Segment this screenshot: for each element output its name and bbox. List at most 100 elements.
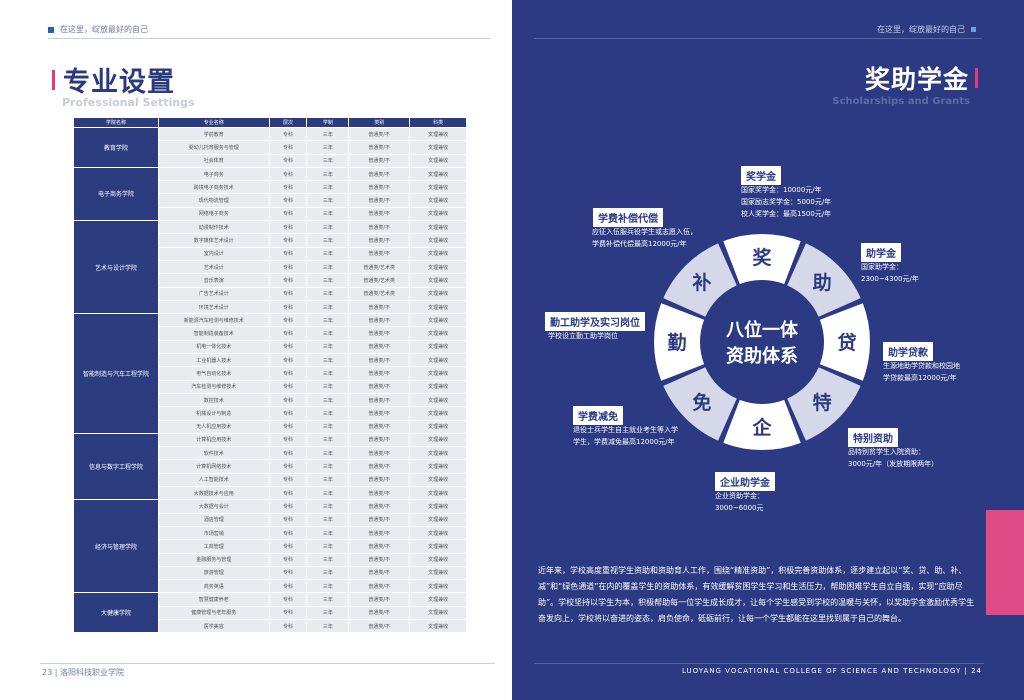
college-cell: 艺术与设计学院 (73, 220, 159, 315)
table-cell: 文理兼收 (409, 326, 467, 341)
college-cell: 信息与数字工程学院 (73, 432, 159, 501)
table-cell: 文理兼收 (409, 512, 467, 527)
table-cell: 普通类/不 (348, 459, 411, 474)
table-cell: 无人机应用技术 (157, 419, 270, 434)
table-cell: 专科 (268, 180, 308, 195)
table-cell: 跨境电子商务技术 (157, 180, 270, 195)
table-cell: 旅游管理 (157, 565, 270, 581)
table-row: 软件技术 专科 三年 普通类/不 文理兼收 (74, 446, 467, 461)
table-cell: 机电一体化技术 (157, 339, 270, 355)
label-work-study: 勤工助学及实习岗位 (545, 312, 645, 331)
intro-paragraph: 近年来，学校高度重视学生资助和资助育人工作，围绕“精准资助”，积极完善资助体系，… (538, 566, 975, 623)
table-cell: 专科 (268, 512, 308, 527)
table-cell: 三年 (306, 273, 350, 288)
table-cell: 智能制造装备技术 (157, 326, 270, 341)
table-cell: 专科 (268, 246, 308, 261)
desc-line: 学贷款最高12000元/年 (883, 374, 957, 382)
ring-segment (787, 367, 861, 441)
table-cell: 三年 (306, 140, 350, 155)
table-cell: 文理兼收 (409, 193, 467, 208)
table-cell: 专科 (268, 220, 308, 235)
ring-char: 免 (692, 391, 711, 414)
table-cell: 文理兼收 (409, 259, 467, 275)
college-cell: 智能制造与汽车工程学院 (73, 313, 159, 434)
table-header-cell: 科类 (409, 117, 467, 128)
table-cell: 专科 (268, 579, 308, 594)
table-cell: 普通类/不 (348, 539, 411, 554)
table-header-row: 学院名称 专业名称 层次 学制 类别 科类 (73, 117, 467, 128)
table-cell: 汽车检测与维修技术 (157, 379, 270, 394)
ring-char: 奖 (752, 246, 772, 269)
table-cell: 文理兼收 (409, 392, 467, 408)
table-row: 信息与数字工程学院 计算机应用技术 专科 三年 普通类/不 文理兼收 (73, 432, 467, 501)
desc-work-study: 学校设立勤工助学岗位 (548, 330, 618, 342)
table-cell: 专科 (268, 166, 308, 182)
table-cell: 社会体育 (157, 153, 270, 168)
table-cell: 专科 (268, 459, 308, 474)
table-cell: 专科 (268, 539, 308, 554)
table-cell: 普通类/不 (348, 339, 411, 355)
ring-char: 贷 (837, 331, 856, 354)
table-cell: 专科 (268, 472, 308, 488)
label-grant: 助学金 (861, 243, 901, 262)
table-cell: 文理兼收 (409, 379, 467, 394)
table-cell: 普通类/不 (348, 326, 411, 341)
table-cell: 普通类/艺术类 (348, 286, 411, 301)
table-cell: 普通类/不 (348, 246, 411, 261)
table-cell: 三年 (306, 432, 350, 448)
table-cell: 动漫制作技术 (157, 220, 270, 235)
table-cell: 普通类/不 (348, 206, 411, 222)
table-cell: 健康管理与老年服务 (157, 605, 270, 620)
table-cell: 文理兼收 (409, 366, 467, 381)
desc-line: 学费补偿代偿最高12000元/年 (592, 240, 687, 248)
table-cell: 专科 (268, 326, 308, 341)
desc-line: 品特别贫学生入院资助： (848, 448, 925, 456)
table-cell: 专科 (268, 153, 308, 168)
table-cell: 专科 (268, 353, 308, 368)
table-cell: 专科 (268, 419, 308, 434)
table-cell: 三年 (306, 193, 350, 208)
table-cell: 三年 (306, 366, 350, 381)
table-cell: 普通类/不 (348, 525, 411, 541)
desc-line: 2300~4300元/年 (861, 275, 919, 283)
table-cell: 专科 (268, 552, 308, 567)
table-cell: 文理兼收 (409, 472, 467, 488)
desc-line: 企业资助学金： (715, 492, 764, 500)
table-row: 人工智能技术 专科 三年 普通类/不 文理兼收 (74, 472, 467, 488)
table-cell: 专科 (268, 618, 308, 634)
table-cell: 计算机网络技术 (157, 459, 270, 474)
table-cell: 普通类/不 (348, 592, 411, 607)
college-cell: 教育学院 (73, 127, 159, 168)
desc-line: 国家奖学金：10000元/年 (741, 186, 822, 194)
desc-line: 应征入伍服兵役学生或志愿入伍， (592, 228, 697, 236)
table-row: 广告艺术设计 专科 三年 普通类/艺术类 文理兼收 (74, 286, 467, 301)
table-cell: 普通类/不 (348, 220, 411, 235)
right-header-text: 在这里，绽放最好的自己 (877, 25, 965, 34)
desc-tuition-compensation: 应征入伍服兵役学生或志愿入伍， 学费补偿代偿最高12000元/年 (592, 226, 697, 250)
left-header: 在这里，绽放最好的自己 (48, 24, 148, 35)
table-cell: 市场营销 (157, 525, 270, 541)
pink-side-tab (986, 510, 1024, 615)
college-cell: 大健康学院 (73, 592, 159, 634)
table-cell: 大数据技术与应用 (157, 486, 270, 501)
label-special-aid: 特别资助 (848, 428, 898, 447)
table-cell: 文理兼收 (409, 539, 467, 554)
table-cell: 专科 (268, 339, 308, 355)
table-header-cell: 学院名称 (73, 117, 159, 128)
table-cell: 普通类/不 (348, 499, 411, 514)
desc-grant: 国家助学金： 2300~4300元/年 (861, 261, 919, 285)
table-cell: 专科 (268, 486, 308, 501)
table-cell: 文理兼收 (409, 459, 467, 474)
table-cell: 专科 (268, 286, 308, 301)
table-cell: 三年 (306, 472, 350, 488)
table-cell: 普通类/不 (348, 419, 411, 434)
table-cell: 普通类/不 (348, 233, 411, 248)
title-accent-bar (975, 68, 978, 88)
desc-scholarship: 国家奖学金：10000元/年 国家励志奖学金：5000元/年 校人奖学金：最高1… (741, 184, 831, 220)
table-cell: 专科 (268, 206, 308, 222)
table-cell: 婴幼儿托育服务与管理 (157, 140, 270, 155)
table-cell: 三年 (306, 326, 350, 341)
table-row: 机电一体化技术 专科 三年 普通类/不 文理兼收 (74, 339, 467, 355)
desc-line: 退役士兵学生自主就业考生等入学 (573, 426, 678, 434)
table-cell: 音乐表演 (157, 273, 270, 288)
